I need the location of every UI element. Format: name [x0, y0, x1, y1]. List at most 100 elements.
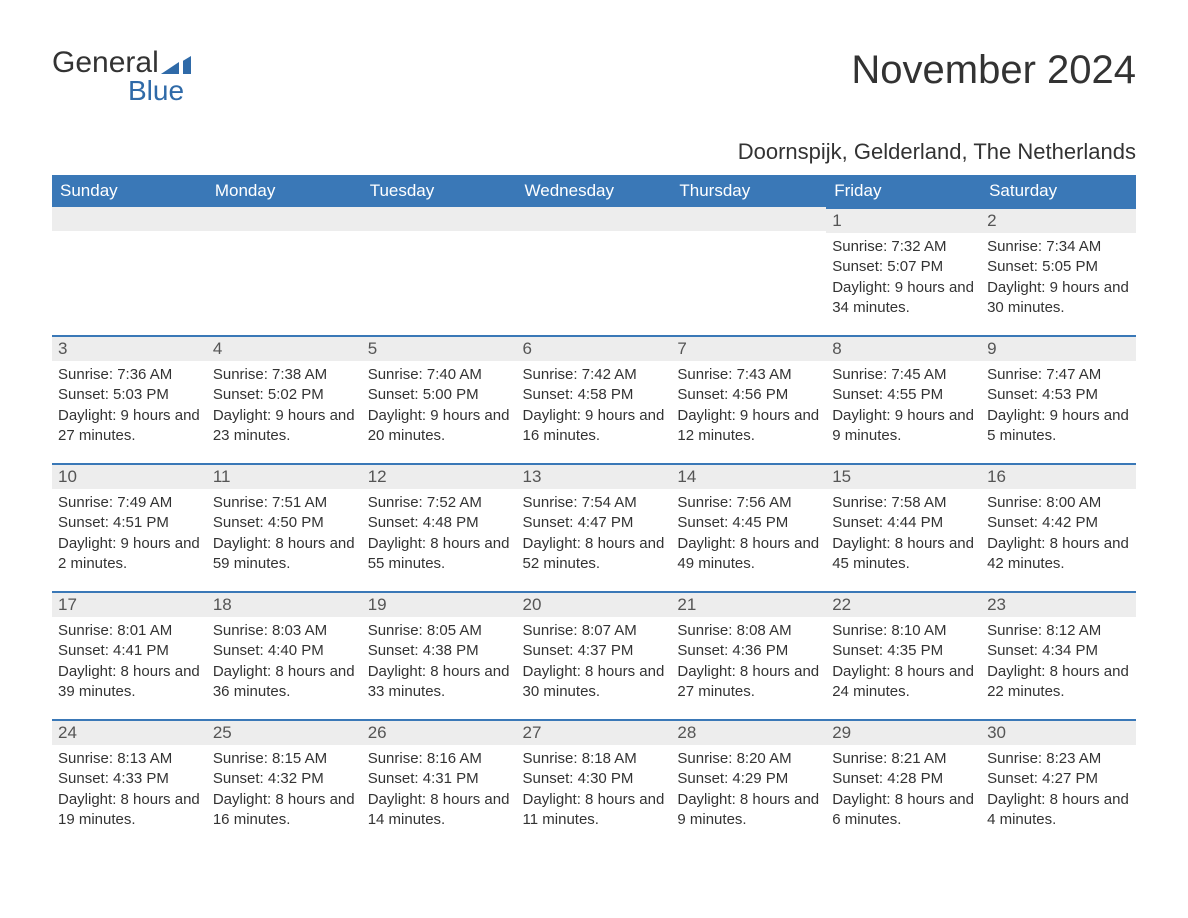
sunrise-line: Sunrise: 7:34 AM: [987, 237, 1130, 257]
sunset-line: Sunset: 4:55 PM: [832, 385, 975, 405]
daylight-line: Daylight: 9 hours and 2 minutes.: [58, 534, 201, 575]
calendar-cell: 7Sunrise: 7:43 AMSunset: 4:56 PMDaylight…: [671, 335, 826, 463]
calendar-cell: 26Sunrise: 8:16 AMSunset: 4:31 PMDayligh…: [362, 719, 517, 847]
day-details: Sunrise: 8:18 AMSunset: 4:30 PMDaylight:…: [517, 745, 672, 838]
day-details: Sunrise: 7:40 AMSunset: 5:00 PMDaylight:…: [362, 361, 517, 454]
sunrise-line: Sunrise: 8:03 AM: [213, 621, 356, 641]
day-number: 29: [826, 719, 981, 745]
sunrise-line: Sunrise: 7:43 AM: [677, 365, 820, 385]
day-number: 8: [826, 335, 981, 361]
sunset-line: Sunset: 4:27 PM: [987, 769, 1130, 789]
sunrise-line: Sunrise: 7:42 AM: [523, 365, 666, 385]
sunset-line: Sunset: 4:53 PM: [987, 385, 1130, 405]
calendar-cell: 10Sunrise: 7:49 AMSunset: 4:51 PMDayligh…: [52, 463, 207, 591]
calendar-cell: 4Sunrise: 7:38 AMSunset: 5:02 PMDaylight…: [207, 335, 362, 463]
daylight-line: Daylight: 8 hours and 45 minutes.: [832, 534, 975, 575]
sunset-line: Sunset: 5:03 PM: [58, 385, 201, 405]
sunrise-line: Sunrise: 7:38 AM: [213, 365, 356, 385]
calendar-cell: 5Sunrise: 7:40 AMSunset: 5:00 PMDaylight…: [362, 335, 517, 463]
sunrise-line: Sunrise: 8:12 AM: [987, 621, 1130, 641]
day-details: Sunrise: 8:08 AMSunset: 4:36 PMDaylight:…: [671, 617, 826, 710]
calendar-cell: 17Sunrise: 8:01 AMSunset: 4:41 PMDayligh…: [52, 591, 207, 719]
daylight-line: Daylight: 8 hours and 6 minutes.: [832, 790, 975, 831]
col-monday: Monday: [207, 175, 362, 207]
sunrise-line: Sunrise: 8:08 AM: [677, 621, 820, 641]
sunset-line: Sunset: 4:31 PM: [368, 769, 511, 789]
sunset-line: Sunset: 4:41 PM: [58, 641, 201, 661]
sunrise-line: Sunrise: 7:51 AM: [213, 493, 356, 513]
logo-text-1: General: [52, 48, 159, 78]
sunset-line: Sunset: 4:58 PM: [523, 385, 666, 405]
day-details: Sunrise: 8:12 AMSunset: 4:34 PMDaylight:…: [981, 617, 1136, 710]
calendar-cell: 9Sunrise: 7:47 AMSunset: 4:53 PMDaylight…: [981, 335, 1136, 463]
daylight-line: Daylight: 8 hours and 33 minutes.: [368, 662, 511, 703]
day-details: Sunrise: 7:52 AMSunset: 4:48 PMDaylight:…: [362, 489, 517, 582]
day-details: Sunrise: 7:36 AMSunset: 5:03 PMDaylight:…: [52, 361, 207, 454]
sunset-line: Sunset: 4:48 PM: [368, 513, 511, 533]
day-details: Sunrise: 8:10 AMSunset: 4:35 PMDaylight:…: [826, 617, 981, 710]
sunset-line: Sunset: 5:05 PM: [987, 257, 1130, 277]
day-number: 26: [362, 719, 517, 745]
day-number: 21: [671, 591, 826, 617]
sunrise-line: Sunrise: 8:10 AM: [832, 621, 975, 641]
col-tuesday: Tuesday: [362, 175, 517, 207]
calendar-cell: 29Sunrise: 8:21 AMSunset: 4:28 PMDayligh…: [826, 719, 981, 847]
day-number: 6: [517, 335, 672, 361]
day-details: Sunrise: 8:13 AMSunset: 4:33 PMDaylight:…: [52, 745, 207, 838]
day-details: Sunrise: 7:45 AMSunset: 4:55 PMDaylight:…: [826, 361, 981, 454]
col-thursday: Thursday: [671, 175, 826, 207]
sunset-line: Sunset: 4:56 PM: [677, 385, 820, 405]
calendar-week-row: 10Sunrise: 7:49 AMSunset: 4:51 PMDayligh…: [52, 463, 1136, 591]
sunrise-line: Sunrise: 8:05 AM: [368, 621, 511, 641]
day-number: 16: [981, 463, 1136, 489]
sunrise-line: Sunrise: 8:01 AM: [58, 621, 201, 641]
sunrise-line: Sunrise: 7:54 AM: [523, 493, 666, 513]
daylight-line: Daylight: 8 hours and 16 minutes.: [213, 790, 356, 831]
calendar-week-row: 17Sunrise: 8:01 AMSunset: 4:41 PMDayligh…: [52, 591, 1136, 719]
day-details: Sunrise: 8:05 AMSunset: 4:38 PMDaylight:…: [362, 617, 517, 710]
sunset-line: Sunset: 4:35 PM: [832, 641, 975, 661]
day-details: Sunrise: 7:32 AMSunset: 5:07 PMDaylight:…: [826, 233, 981, 326]
calendar-cell: 27Sunrise: 8:18 AMSunset: 4:30 PMDayligh…: [517, 719, 672, 847]
calendar-cell: 20Sunrise: 8:07 AMSunset: 4:37 PMDayligh…: [517, 591, 672, 719]
daylight-line: Daylight: 8 hours and 9 minutes.: [677, 790, 820, 831]
sunrise-line: Sunrise: 7:32 AM: [832, 237, 975, 257]
daylight-line: Daylight: 9 hours and 9 minutes.: [832, 406, 975, 447]
daylight-line: Daylight: 8 hours and 22 minutes.: [987, 662, 1130, 703]
day-details: Sunrise: 8:16 AMSunset: 4:31 PMDaylight:…: [362, 745, 517, 838]
daylight-line: Daylight: 8 hours and 36 minutes.: [213, 662, 356, 703]
day-details: Sunrise: 7:56 AMSunset: 4:45 PMDaylight:…: [671, 489, 826, 582]
sunset-line: Sunset: 4:44 PM: [832, 513, 975, 533]
col-saturday: Saturday: [981, 175, 1136, 207]
calendar-table: Sunday Monday Tuesday Wednesday Thursday…: [52, 175, 1136, 847]
calendar-cell: 21Sunrise: 8:08 AMSunset: 4:36 PMDayligh…: [671, 591, 826, 719]
daylight-line: Daylight: 8 hours and 14 minutes.: [368, 790, 511, 831]
day-number: 13: [517, 463, 672, 489]
sunset-line: Sunset: 4:36 PM: [677, 641, 820, 661]
sunset-line: Sunset: 5:00 PM: [368, 385, 511, 405]
sunrise-line: Sunrise: 7:52 AM: [368, 493, 511, 513]
sunrise-line: Sunrise: 7:49 AM: [58, 493, 201, 513]
day-number: 7: [671, 335, 826, 361]
calendar-cell: 2Sunrise: 7:34 AMSunset: 5:05 PMDaylight…: [981, 207, 1136, 335]
daylight-line: Daylight: 8 hours and 24 minutes.: [832, 662, 975, 703]
calendar-cell: 12Sunrise: 7:52 AMSunset: 4:48 PMDayligh…: [362, 463, 517, 591]
day-number: 24: [52, 719, 207, 745]
calendar-cell: 1Sunrise: 7:32 AMSunset: 5:07 PMDaylight…: [826, 207, 981, 335]
calendar-cell: 6 Sunrise: 7:42 AMSunset: 4:58 PMDaylight…: [517, 335, 672, 463]
calendar-cell: 8Sunrise: 7:45 AMSunset: 4:55 PMDaylight…: [826, 335, 981, 463]
day-number: 11: [207, 463, 362, 489]
logo-text-2: Blue: [128, 75, 1188, 107]
day-details: Sunrise: 7:34 AMSunset: 5:05 PMDaylight:…: [981, 233, 1136, 326]
daylight-line: Daylight: 9 hours and 16 minutes.: [523, 406, 666, 447]
calendar-cell: [671, 207, 826, 335]
day-number: 1: [826, 207, 981, 233]
sunrise-line: Sunrise: 8:23 AM: [987, 749, 1130, 769]
day-number: 18: [207, 591, 362, 617]
col-sunday: Sunday: [52, 175, 207, 207]
daylight-line: Daylight: 9 hours and 30 minutes.: [987, 278, 1130, 319]
day-number: 3: [52, 335, 207, 361]
sunset-line: Sunset: 4:40 PM: [213, 641, 356, 661]
day-number: 25: [207, 719, 362, 745]
daylight-line: Daylight: 8 hours and 59 minutes.: [213, 534, 356, 575]
